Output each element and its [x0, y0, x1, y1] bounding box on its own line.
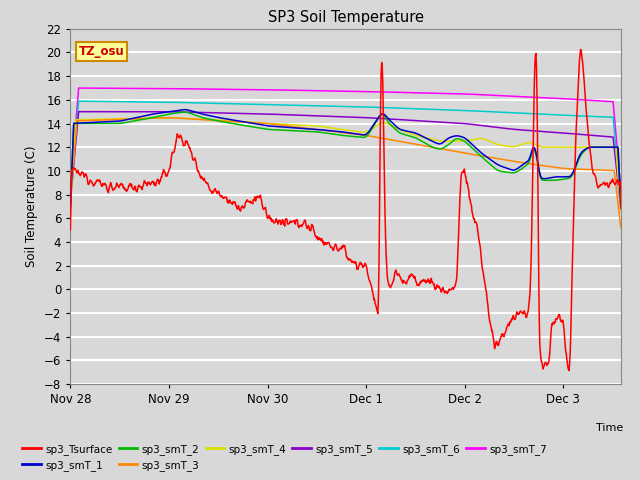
Text: TZ_osu: TZ_osu: [79, 45, 124, 58]
Text: Time: Time: [596, 423, 623, 433]
Title: SP3 Soil Temperature: SP3 Soil Temperature: [268, 10, 424, 25]
Legend: sp3_Tsurface, sp3_smT_1, sp3_smT_2, sp3_smT_3, sp3_smT_4, sp3_smT_5, sp3_smT_6, : sp3_Tsurface, sp3_smT_1, sp3_smT_2, sp3_…: [18, 439, 551, 475]
Y-axis label: Soil Temperature (C): Soil Temperature (C): [26, 145, 38, 267]
